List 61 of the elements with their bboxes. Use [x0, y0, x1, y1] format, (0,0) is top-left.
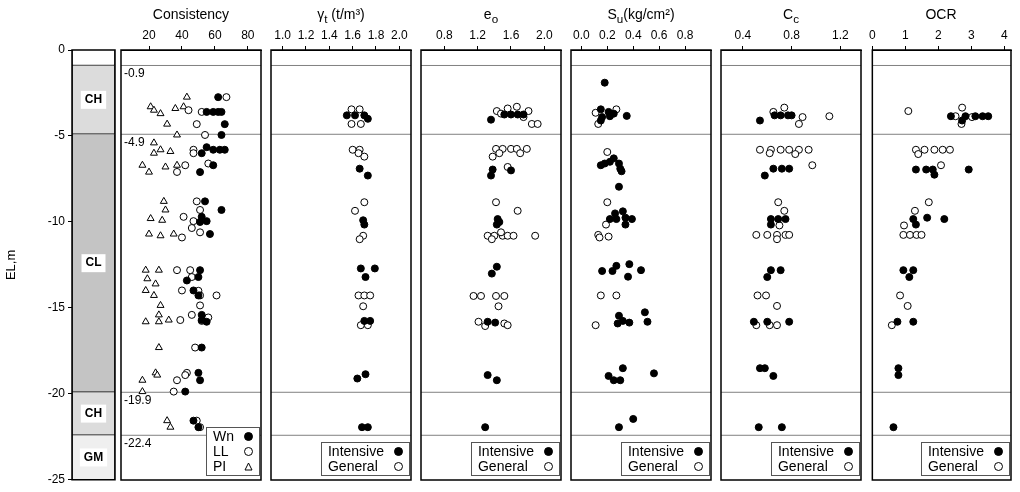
legend-label: Wn [213, 428, 234, 444]
x-tick-label: 0.8 [435, 28, 453, 43]
legend-label: LL [213, 443, 229, 459]
chart-title: OCR [924, 5, 958, 24]
x-tick-label: 2.0 [535, 28, 553, 43]
y-tick-label: -25 [47, 472, 66, 487]
x-tick-label: 1.6 [502, 28, 520, 43]
chart-title: Consistency [151, 5, 231, 24]
x-tick-label: 1.8 [367, 28, 385, 43]
x-tick-label: 0.8 [676, 28, 694, 43]
x-tick-label: 0.2 [598, 28, 616, 43]
y-tick-label: -10 [47, 214, 66, 229]
y-axis-title: EL,m [3, 249, 19, 281]
chart-title: S$_{u}$(kg/cm²) [606, 5, 676, 26]
y-tick-label: 0 [58, 42, 66, 57]
legend-label: General [777, 458, 828, 474]
legend-label: Intensive [327, 443, 384, 459]
series-label: CH [84, 92, 103, 107]
x-tick-label: 2.0 [390, 28, 408, 43]
x-tick-label: 0.0 [573, 28, 591, 43]
legend-label: Intensive [477, 443, 534, 459]
x-tick-label: 0.4 [624, 28, 642, 43]
y-tick-label: -20 [47, 386, 66, 401]
chart-title: γ$_{t}$ (t/m³) [316, 5, 366, 26]
x-tick-label: 3 [968, 28, 976, 43]
y-tick-label: -5 [54, 128, 66, 143]
x-tick-label: 60 [208, 28, 222, 43]
x-tick-label: 2 [935, 28, 943, 43]
x-tick-label: 0.6 [650, 28, 668, 43]
x-tick-label: 0.8 [783, 28, 801, 43]
legend-label: Intensive [777, 443, 834, 459]
chart-title: C$_{c}$ [782, 5, 800, 26]
x-tick-label: 1.6 [344, 28, 362, 43]
series-label: CL [85, 255, 102, 270]
legend-label: General [477, 458, 528, 474]
x-tick-label: 1 [902, 28, 910, 43]
x-tick-label: 1.2 [831, 28, 849, 43]
x-tick-label: 0.4 [734, 28, 752, 43]
legend-label: General [927, 458, 978, 474]
series-label: CH [84, 405, 103, 420]
chart-title: e$_{o}$ [482, 5, 500, 26]
x-tick-label: 4 [1001, 28, 1009, 43]
x-tick-label: 20 [142, 28, 156, 43]
x-tick-label: 1.4 [320, 28, 338, 43]
x-tick-label: 1.0 [274, 28, 292, 43]
ref-line-label: -22.4 [124, 435, 152, 450]
x-tick-label: 0 [868, 28, 876, 43]
ref-line-label: -19.9 [124, 392, 152, 407]
ref-line-label: -4.9 [124, 134, 145, 149]
legend-label: General [627, 458, 678, 474]
ref-line-label: -0.9 [124, 65, 145, 80]
x-tick-label: 1.2 [469, 28, 487, 43]
x-tick-label: 40 [175, 28, 189, 43]
y-tick-label: -15 [47, 300, 66, 315]
legend-label: Intensive [927, 443, 984, 459]
legend-label: Intensive [627, 443, 684, 459]
series-label: GM [83, 449, 104, 464]
legend-label: General [327, 458, 378, 474]
x-tick-label: 80 [241, 28, 255, 43]
x-tick-label: 1.2 [297, 28, 315, 43]
legend-label: PI [213, 458, 227, 474]
